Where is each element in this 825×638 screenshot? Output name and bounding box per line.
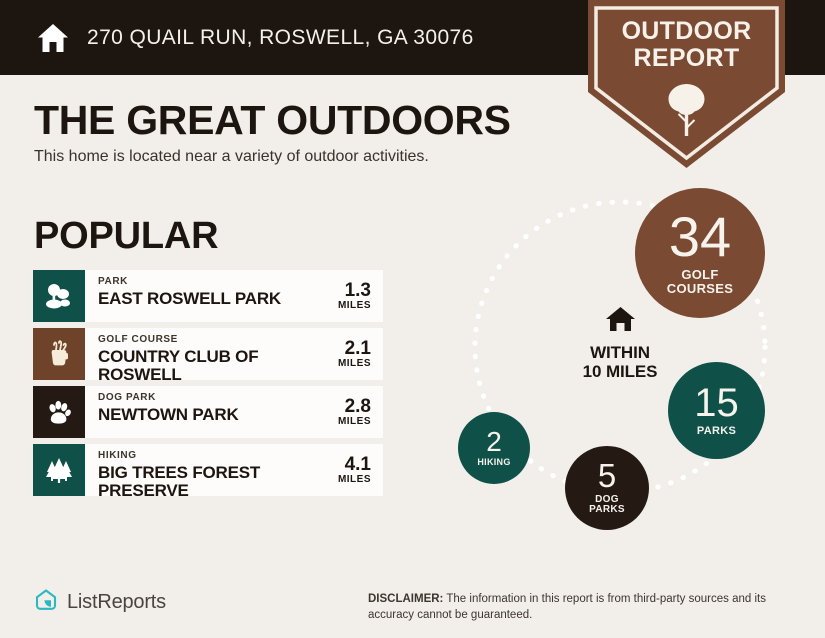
list-item-name: NEWTOWN PARK xyxy=(98,405,239,424)
bubble-count: 34 xyxy=(668,205,732,269)
pine-trees-icon xyxy=(33,444,85,496)
bubble-label: HIKING xyxy=(477,456,511,467)
disclaimer-label: DISCLAIMER: xyxy=(368,593,444,605)
popular-list: PARK EAST ROSWELL PARK 1.3 MILES GOLF CO… xyxy=(33,270,383,502)
paw-print-icon xyxy=(33,386,85,438)
page-title: THE GREAT OUTDOORS xyxy=(34,97,511,143)
diagram-center-label: WITHIN 10 MILES xyxy=(550,305,690,381)
page-subtitle: This home is located near a variety of o… xyxy=(34,148,429,165)
disclaimer: DISCLAIMER: The information in this repo… xyxy=(368,592,796,623)
list-item-distance: 2.1 MILES xyxy=(309,328,383,380)
home-icon xyxy=(36,21,70,55)
list-item-body: HIKING BIG TREES FOREST PRESERVE xyxy=(85,444,309,497)
property-address: 270 QUAIL RUN, ROSWELL, GA 30076 xyxy=(87,25,474,49)
tree-icon xyxy=(668,84,705,136)
popular-section-heading: POPULAR xyxy=(34,215,219,257)
list-item-body: DOG PARK NEWTOWN PARK xyxy=(85,386,309,438)
listreports-house-icon xyxy=(34,588,58,617)
list-item[interactable]: PARK EAST ROSWELL PARK 1.3 MILES xyxy=(33,270,383,322)
listreports-wordmark: ListReports xyxy=(67,591,166,613)
list-item[interactable]: DOG PARK NEWTOWN PARK 2.8 MILES xyxy=(33,386,383,438)
bubble-label: DOG PARKS xyxy=(589,493,625,516)
bubble-count: 15 xyxy=(694,380,739,425)
distance-value: 1.3 xyxy=(344,279,371,301)
golf-bag-icon xyxy=(33,328,85,380)
outdoor-report-badge: OUTDOOR REPORT xyxy=(588,0,785,170)
distance-unit: MILES xyxy=(337,300,371,312)
list-item-distance: 1.3 MILES xyxy=(309,270,383,322)
home-icon xyxy=(605,307,636,337)
bubble-parks[interactable]: 15 PARKS xyxy=(668,362,765,459)
badge-title-line2: REPORT xyxy=(633,44,740,72)
list-item-name: COUNTRY CLUB OF ROSWELL xyxy=(98,347,259,380)
within-miles-text: WITHIN 10 MILES xyxy=(550,343,690,381)
bubble-hiking[interactable]: 2 HIKING xyxy=(458,412,530,484)
list-item-category: PARK xyxy=(98,276,128,287)
bubble-label-line2: PARKS xyxy=(589,504,625,516)
distance-unit: MILES xyxy=(337,474,371,486)
badge-title: OUTDOOR REPORT xyxy=(588,18,785,72)
within-line2: 10 MILES xyxy=(582,362,658,382)
list-item-category: GOLF COURSE xyxy=(98,334,178,345)
within-line1: WITHIN xyxy=(590,343,650,362)
listreports-logo[interactable]: ListReports xyxy=(34,588,166,617)
distance-unit: MILES xyxy=(337,416,371,428)
distance-value: 2.1 xyxy=(344,337,371,359)
list-item-body: GOLF COURSE COUNTRY CLUB OF ROSWELL xyxy=(85,328,309,381)
park-tree-icon xyxy=(33,270,85,322)
list-item-body: PARK EAST ROSWELL PARK xyxy=(85,270,309,322)
distance-value: 4.1 xyxy=(344,453,371,475)
list-item-name: BIG TREES FOREST PRESERVE xyxy=(98,463,261,496)
distance-unit: MILES xyxy=(337,358,371,370)
bubble-label-line2: COURSES xyxy=(666,281,734,297)
bubble-label-line1: GOLF xyxy=(681,267,719,283)
bubble-golf-courses[interactable]: 34 GOLF COURSES xyxy=(635,188,765,318)
list-item-category: DOG PARK xyxy=(98,392,156,403)
bubble-label: PARKS xyxy=(696,424,737,437)
badge-title-line1: OUTDOOR xyxy=(621,17,752,45)
bubble-label: GOLF COURSES xyxy=(667,268,733,295)
list-item[interactable]: HIKING BIG TREES FOREST PRESERVE 4.1 MIL… xyxy=(33,444,383,496)
disclaimer-text: The information in this report is from t… xyxy=(368,593,766,621)
bubble-count: 2 xyxy=(486,425,502,457)
list-item-distance: 2.8 MILES xyxy=(309,386,383,438)
list-item[interactable]: GOLF COURSE COUNTRY CLUB OF ROSWELL 2.1 … xyxy=(33,328,383,380)
amenities-bubble-diagram: 34 GOLF COURSES 15 PARKS 5 DOG PARKS 2 H… xyxy=(420,175,820,565)
list-item-name: EAST ROSWELL PARK xyxy=(98,289,281,308)
list-item-category: HIKING xyxy=(98,450,137,461)
bubble-dog-parks[interactable]: 5 DOG PARKS xyxy=(565,446,649,530)
bubble-count: 5 xyxy=(597,457,617,495)
distance-value: 2.8 xyxy=(344,395,371,417)
bubble-label-line1: DOG xyxy=(595,493,619,505)
list-item-distance: 4.1 MILES xyxy=(309,444,383,496)
